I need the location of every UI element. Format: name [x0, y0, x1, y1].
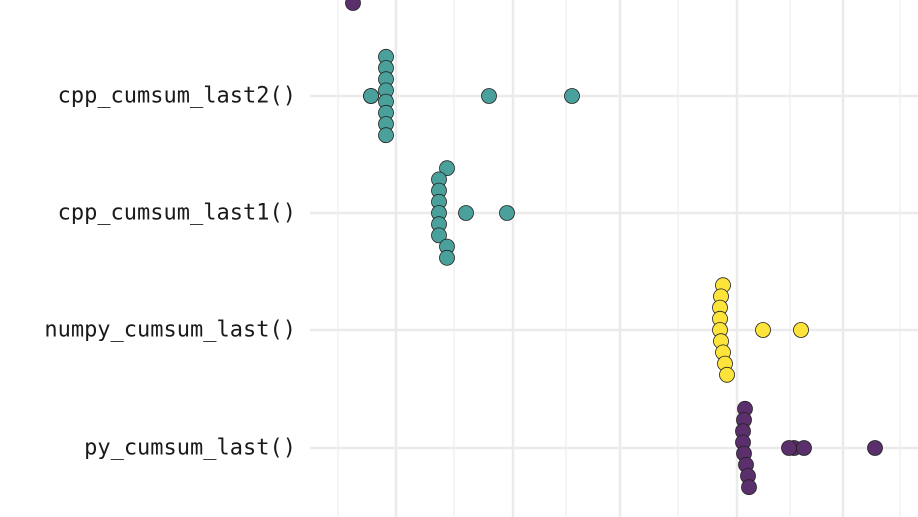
data-point	[458, 205, 474, 221]
data-point	[378, 127, 394, 144]
data-point	[431, 227, 447, 244]
data-point	[439, 249, 455, 266]
data-point	[781, 440, 797, 456]
y-tick-label: cpp_cumsum_last2()	[58, 84, 296, 109]
data-point	[345, 0, 361, 11]
grid-lines	[310, 0, 918, 517]
data-point	[755, 322, 771, 338]
data-point	[481, 88, 497, 104]
data-point	[796, 440, 812, 456]
data-point	[439, 160, 455, 177]
y-tick-label: numpy_cumsum_last()	[44, 318, 296, 343]
data-point	[499, 205, 515, 221]
data-point	[564, 88, 580, 104]
y-tick-label: cpp_cumsum_last1()	[58, 201, 296, 226]
data-point	[363, 88, 379, 104]
data-point	[793, 322, 809, 338]
y-axis-labels: cpp_cumsum_last2() cpp_cumsum_last1()nump…	[44, 84, 296, 461]
y-tick-label: py_cumsum_last()	[84, 436, 296, 461]
data-points	[345, 0, 883, 496]
data-point	[867, 440, 883, 456]
data-point	[741, 479, 757, 496]
data-point	[719, 366, 735, 383]
